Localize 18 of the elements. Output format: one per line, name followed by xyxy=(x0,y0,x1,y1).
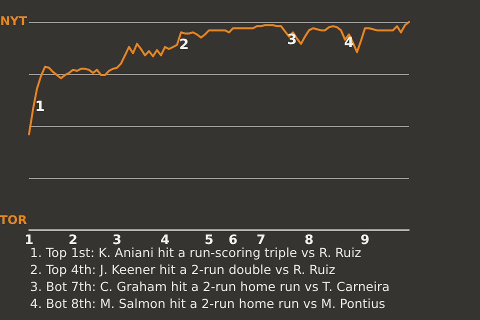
text: NYT xyxy=(0,14,28,28)
x-tick-label: 5 xyxy=(204,233,214,248)
text: 2. Top 4th: J. Keener hit a 2-run double vs R. Ruiz xyxy=(30,262,336,277)
x-tick-label: 6 xyxy=(228,233,238,248)
x-tick-label: 8 xyxy=(304,233,314,248)
text: 1. Top 1st: K. Aniani hit a run-scoring triple vs R. Ruiz xyxy=(30,245,362,260)
annotation: 4 xyxy=(344,35,354,51)
text: 3. Bot 7th: C. Graham hit a 2-run home run vs T. Carneira xyxy=(30,279,390,294)
x-tick-label: 7 xyxy=(256,233,266,248)
x-tick-label: 3 xyxy=(112,233,122,248)
annotation: 3 xyxy=(287,32,297,48)
x-tick-label: 4 xyxy=(160,233,170,248)
x-tick-label: 9 xyxy=(360,233,370,248)
x-tick-label: 2 xyxy=(68,233,78,248)
text: 4. Bot 8th: M. Salmon hit a 2-run home run vs M. Pontius xyxy=(30,296,386,311)
x-tick-label: 1 xyxy=(24,233,34,248)
annotation: 2 xyxy=(179,37,189,53)
annotation: 1 xyxy=(35,99,45,115)
